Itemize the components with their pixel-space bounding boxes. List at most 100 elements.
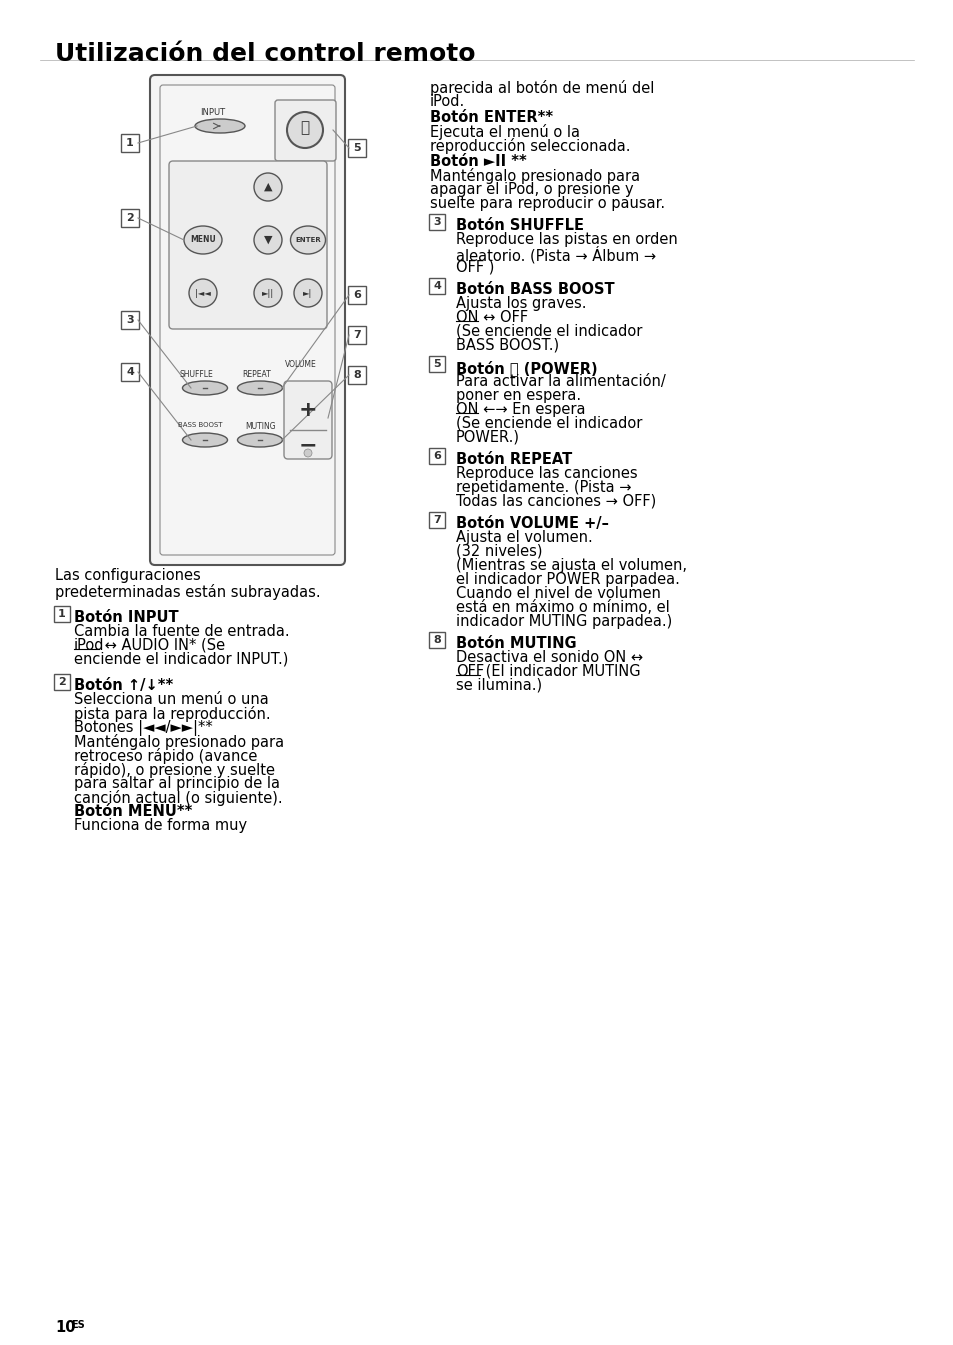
Text: ▲: ▲ <box>263 182 272 192</box>
Text: 2: 2 <box>126 213 133 223</box>
Text: Botón ⏻ (POWER): Botón ⏻ (POWER) <box>456 360 597 375</box>
Text: Botón INPUT: Botón INPUT <box>74 611 178 625</box>
Text: Botón ENTER**: Botón ENTER** <box>430 110 553 125</box>
FancyBboxPatch shape <box>150 75 345 565</box>
Text: aleatorio. (Pista → Álbum →: aleatorio. (Pista → Álbum → <box>456 246 656 264</box>
Circle shape <box>253 278 282 307</box>
Text: INPUT: INPUT <box>200 108 225 117</box>
Text: Botón VOLUME +/–: Botón VOLUME +/– <box>456 516 608 531</box>
Text: enciende el indicador INPUT.): enciende el indicador INPUT.) <box>74 652 288 667</box>
Text: Botón ►II **: Botón ►II ** <box>430 153 526 169</box>
Text: Cambia la fuente de entrada.: Cambia la fuente de entrada. <box>74 624 290 639</box>
Text: 4: 4 <box>433 281 440 291</box>
Text: predeterminadas están subrayadas.: predeterminadas están subrayadas. <box>55 584 320 600</box>
Text: Botón ↑/↓**: Botón ↑/↓** <box>74 678 173 693</box>
Text: ↔ AUDIO IN* (Se: ↔ AUDIO IN* (Se <box>100 638 225 654</box>
Text: repetidamente. (Pista →: repetidamente. (Pista → <box>456 480 631 495</box>
Text: 1: 1 <box>126 139 133 148</box>
FancyBboxPatch shape <box>54 674 70 690</box>
FancyBboxPatch shape <box>54 607 70 621</box>
Circle shape <box>294 278 322 307</box>
Text: MENU: MENU <box>190 235 215 245</box>
Text: Utilización del control remoto: Utilización del control remoto <box>55 42 475 66</box>
Ellipse shape <box>182 433 227 447</box>
Text: Todas las canciones → OFF): Todas las canciones → OFF) <box>456 494 656 508</box>
Text: 8: 8 <box>353 370 360 381</box>
Text: Cuando el nivel de volumen: Cuando el nivel de volumen <box>456 586 660 601</box>
Text: 7: 7 <box>353 330 360 340</box>
Text: BASS BOOST: BASS BOOST <box>178 422 222 428</box>
Text: apagar el iPod, o presione y: apagar el iPod, o presione y <box>430 182 633 196</box>
Text: BASS BOOST.): BASS BOOST.) <box>456 338 558 352</box>
Text: rápido), o presione y suelte: rápido), o presione y suelte <box>74 763 274 777</box>
Text: ►|: ►| <box>303 288 313 297</box>
Text: 1: 1 <box>58 609 66 619</box>
Text: 5: 5 <box>433 359 440 369</box>
Text: 10: 10 <box>55 1319 75 1336</box>
Text: poner en espera.: poner en espera. <box>456 387 580 404</box>
Ellipse shape <box>237 381 282 395</box>
Text: retroceso rápido (avance: retroceso rápido (avance <box>74 748 257 764</box>
Text: (Mientras se ajusta el volumen,: (Mientras se ajusta el volumen, <box>456 558 686 573</box>
Ellipse shape <box>194 118 245 133</box>
Text: −: − <box>298 434 317 455</box>
Text: ►||: ►|| <box>262 288 274 297</box>
Text: (El indicador MUTING: (El indicador MUTING <box>480 664 640 679</box>
Text: Reproduce las canciones: Reproduce las canciones <box>456 465 637 482</box>
Text: SHUFFLE: SHUFFLE <box>180 370 213 379</box>
Text: 7: 7 <box>433 515 440 525</box>
Text: 4: 4 <box>126 367 133 377</box>
Text: Ajusta el volumen.: Ajusta el volumen. <box>456 530 592 545</box>
Text: ENTER: ENTER <box>294 237 320 243</box>
Text: 8: 8 <box>433 635 440 646</box>
Text: 5: 5 <box>353 143 360 153</box>
FancyBboxPatch shape <box>429 448 444 464</box>
Text: Ajusta los graves.: Ajusta los graves. <box>456 296 586 311</box>
Circle shape <box>253 174 282 200</box>
Text: +: + <box>298 399 317 420</box>
Text: Reproduce las pistas en orden: Reproduce las pistas en orden <box>456 231 677 247</box>
FancyBboxPatch shape <box>348 325 366 344</box>
Text: Botón REPEAT: Botón REPEAT <box>456 452 572 467</box>
FancyBboxPatch shape <box>429 214 444 230</box>
Text: 3: 3 <box>433 217 440 227</box>
Text: está en máximo o mínimo, el: está en máximo o mínimo, el <box>456 600 669 615</box>
Text: parecida al botón de menú del: parecida al botón de menú del <box>430 79 654 95</box>
Text: se ilumina.): se ilumina.) <box>456 678 541 693</box>
Text: reproducción seleccionada.: reproducción seleccionada. <box>430 139 630 153</box>
Ellipse shape <box>184 226 222 254</box>
FancyBboxPatch shape <box>121 363 139 381</box>
Text: Desactiva el sonido ON ↔: Desactiva el sonido ON ↔ <box>456 650 642 664</box>
Text: ▼: ▼ <box>263 235 272 245</box>
Circle shape <box>253 226 282 254</box>
Text: OFF: OFF <box>456 664 483 679</box>
FancyBboxPatch shape <box>284 381 332 459</box>
Text: ON ←→ En espera: ON ←→ En espera <box>456 402 585 417</box>
Text: (32 niveles): (32 niveles) <box>456 543 542 560</box>
FancyBboxPatch shape <box>429 278 444 295</box>
Text: 6: 6 <box>433 451 440 461</box>
Text: suelte para reproducir o pausar.: suelte para reproducir o pausar. <box>430 196 664 211</box>
Text: Funciona de forma muy: Funciona de forma muy <box>74 818 247 833</box>
Ellipse shape <box>182 381 227 395</box>
Text: ES: ES <box>71 1319 85 1330</box>
Text: 6: 6 <box>353 291 360 300</box>
Ellipse shape <box>237 433 282 447</box>
Text: Ejecuta el menú o la: Ejecuta el menú o la <box>430 124 579 140</box>
Circle shape <box>189 278 216 307</box>
FancyBboxPatch shape <box>348 139 366 157</box>
Text: Botón SHUFFLE: Botón SHUFFLE <box>456 218 583 233</box>
Text: canción actual (o siguiente).: canción actual (o siguiente). <box>74 790 282 806</box>
Text: |◄◄: |◄◄ <box>194 288 211 297</box>
Text: Manténgalo presionado para: Manténgalo presionado para <box>74 734 284 751</box>
Text: Selecciona un menú o una: Selecciona un menú o una <box>74 691 269 707</box>
FancyBboxPatch shape <box>348 286 366 304</box>
Text: indicador MUTING parpadea.): indicador MUTING parpadea.) <box>456 615 672 629</box>
FancyBboxPatch shape <box>274 100 335 161</box>
Circle shape <box>304 449 312 457</box>
FancyBboxPatch shape <box>429 356 444 373</box>
Text: (Se enciende el indicador: (Se enciende el indicador <box>456 324 641 339</box>
Text: POWER.): POWER.) <box>456 430 519 445</box>
FancyBboxPatch shape <box>169 161 327 330</box>
Text: REPEAT: REPEAT <box>242 370 271 379</box>
